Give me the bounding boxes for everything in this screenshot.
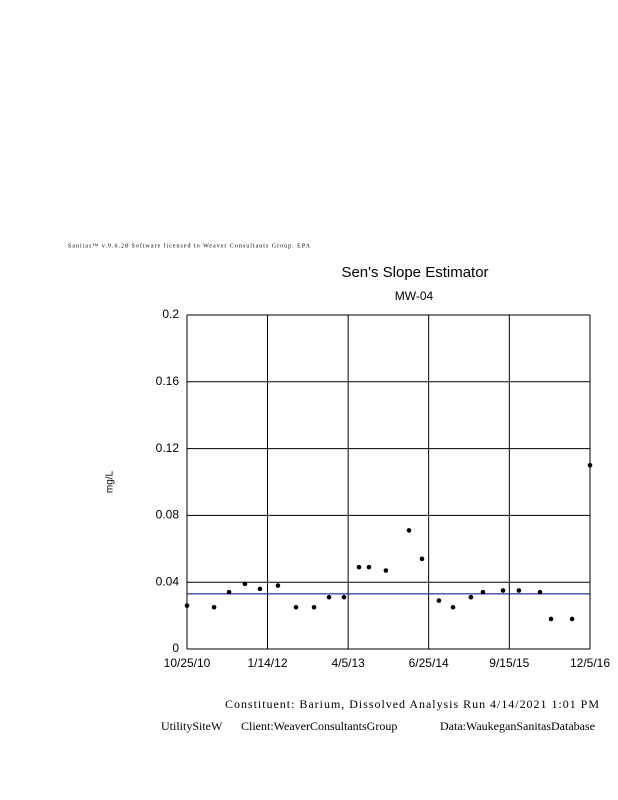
footer-client: Client:WeaverConsultantsGroup bbox=[241, 719, 397, 733]
data-point bbox=[257, 586, 263, 592]
x-tick-label: 10/25/10 bbox=[164, 656, 211, 670]
y-tick-label: 0 bbox=[172, 641, 179, 655]
data-point bbox=[500, 588, 506, 593]
y-tick-label: 0.16 bbox=[156, 374, 180, 388]
x-tick-label: 9/15/15 bbox=[489, 656, 529, 670]
x-tick-label: 12/5/16 bbox=[570, 656, 610, 670]
data-point bbox=[516, 588, 522, 593]
data-point bbox=[548, 616, 554, 622]
data-point bbox=[275, 583, 281, 588]
y-axis-label: mg/L bbox=[105, 470, 116, 493]
data-point bbox=[326, 594, 332, 600]
data-point bbox=[356, 564, 362, 570]
y-tick-label: 0.08 bbox=[156, 508, 180, 522]
data-point bbox=[569, 616, 575, 622]
data-point bbox=[311, 604, 317, 610]
footer-data: Data:WaukeganSanitasDatabase bbox=[440, 719, 595, 733]
x-tick-label: 6/25/14 bbox=[409, 656, 449, 670]
data-point bbox=[468, 594, 474, 600]
data-point bbox=[480, 589, 486, 595]
data-point bbox=[419, 556, 425, 562]
y-tick-label: 0.12 bbox=[156, 441, 180, 455]
x-tick-label: 4/5/13 bbox=[331, 656, 365, 670]
footer-constituent: Constituent: Barium, Dissolved Analysis … bbox=[225, 697, 599, 711]
x-tick-label: 1/14/12 bbox=[247, 656, 287, 670]
y-tick-label: 0.2 bbox=[162, 307, 179, 321]
data-point bbox=[537, 589, 543, 595]
license-header: Sanitas™ v.9.6.28 Software licensed to W… bbox=[68, 242, 311, 249]
data-point bbox=[366, 564, 372, 570]
footer-site: UtilitySiteW bbox=[161, 719, 223, 733]
data-point bbox=[406, 528, 412, 533]
y-tick-label: 0.04 bbox=[156, 574, 180, 588]
data-point bbox=[184, 603, 190, 608]
data-point bbox=[211, 604, 217, 610]
data-point bbox=[450, 604, 456, 610]
data-point bbox=[293, 604, 299, 610]
data-point bbox=[226, 589, 232, 595]
data-point bbox=[242, 581, 248, 587]
data-point bbox=[587, 463, 593, 468]
chart-title: Sen's Slope Estimator bbox=[341, 264, 488, 281]
data-point bbox=[383, 568, 389, 573]
chart-subtitle: MW-04 bbox=[395, 289, 434, 303]
data-point bbox=[436, 598, 442, 603]
data-point bbox=[341, 594, 347, 600]
